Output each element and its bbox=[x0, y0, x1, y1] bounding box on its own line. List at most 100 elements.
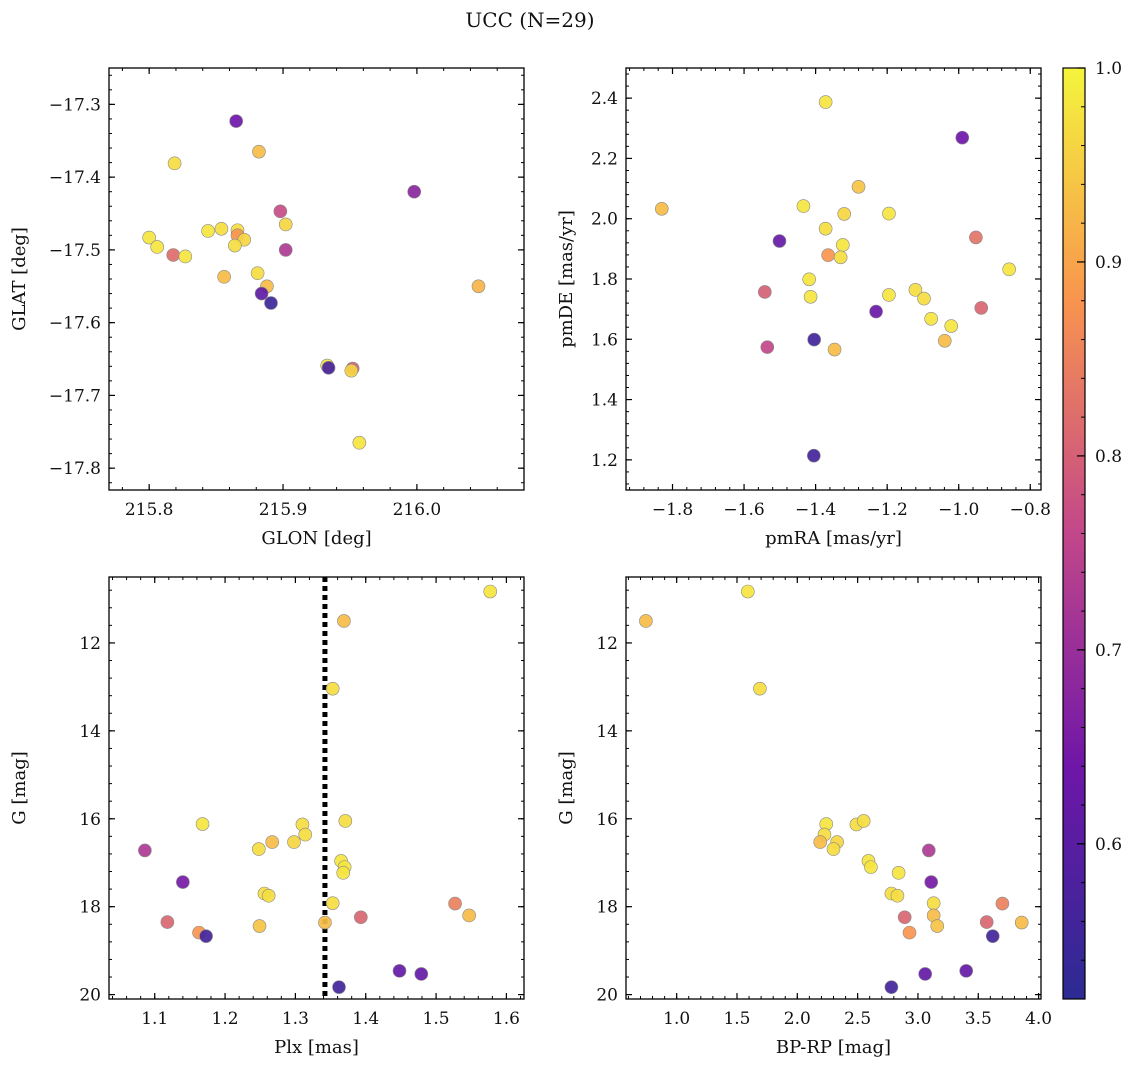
data-point bbox=[851, 179, 866, 194]
data-point bbox=[278, 217, 293, 232]
data-point bbox=[908, 283, 923, 297]
data-point bbox=[448, 896, 462, 911]
data-point bbox=[352, 435, 367, 450]
data-point bbox=[252, 842, 266, 856]
data-point bbox=[414, 967, 429, 981]
data-point bbox=[959, 964, 974, 978]
x-tick-label: −1.6 bbox=[723, 500, 764, 520]
data-point bbox=[332, 980, 346, 994]
data-point bbox=[869, 304, 883, 319]
colorbar-tick-label: 0.6 bbox=[1095, 835, 1122, 855]
x-tick-label: 1.4 bbox=[352, 1009, 379, 1029]
colorbar: 0.6 0.7 0.8 0.9 1.0 bbox=[1062, 59, 1122, 1000]
x-tick-label: 3.5 bbox=[965, 1009, 992, 1029]
y-axis-label: GLAT [deg] bbox=[9, 227, 30, 331]
data-point bbox=[937, 333, 952, 348]
colorbar-tick-label: 0.8 bbox=[1095, 447, 1122, 467]
data-point bbox=[979, 915, 994, 929]
data-point bbox=[278, 243, 293, 257]
data-point bbox=[199, 929, 213, 943]
y-tick-label: 18 bbox=[596, 898, 618, 918]
data-point bbox=[930, 919, 945, 933]
x-tick-label: 215.9 bbox=[259, 500, 308, 520]
data-point bbox=[265, 835, 279, 849]
data-point bbox=[150, 240, 164, 254]
x-tick-label: 3.0 bbox=[904, 1009, 931, 1029]
data-point bbox=[252, 144, 266, 159]
y-tick-label: 12 bbox=[596, 634, 618, 654]
data-point bbox=[813, 835, 828, 849]
data-point bbox=[407, 184, 422, 199]
y-tick-label: −17.5 bbox=[49, 241, 101, 261]
axes-frame bbox=[108, 576, 525, 1000]
data-point bbox=[254, 286, 269, 301]
data-point bbox=[471, 279, 486, 294]
data-point bbox=[228, 238, 242, 253]
y-tick-label: 1.8 bbox=[591, 270, 618, 290]
data-point bbox=[807, 332, 821, 347]
y-tick-label: 1.4 bbox=[591, 391, 618, 411]
x-tick-label: 1.1 bbox=[141, 1009, 168, 1029]
data-point bbox=[229, 114, 243, 128]
data-point bbox=[654, 201, 669, 216]
data-point bbox=[882, 206, 896, 221]
panel-glon-glat: 215.8 215.9 216.0 −17.3 −17.4 −17.5 −17.6 −17.7… bbox=[9, 67, 525, 549]
y-tick-label: −17.3 bbox=[49, 95, 101, 115]
data-point bbox=[1014, 915, 1029, 930]
y-axis-label: pmDE [mas/yr] bbox=[556, 210, 577, 348]
data-point bbox=[884, 980, 899, 994]
data-point bbox=[995, 896, 1010, 911]
data-point bbox=[273, 204, 288, 219]
data-point bbox=[882, 288, 896, 302]
data-point bbox=[753, 681, 767, 696]
y-tick-label: −17.7 bbox=[49, 386, 101, 406]
data-point bbox=[354, 910, 368, 925]
data-point bbox=[890, 888, 905, 903]
data-point bbox=[1002, 262, 1016, 277]
figure-title: UCC (N=29) bbox=[465, 8, 594, 32]
x-tick-label: −1.8 bbox=[652, 500, 693, 520]
x-tick-label: 1.2 bbox=[212, 1009, 239, 1029]
x-tick-label: 2.5 bbox=[844, 1009, 871, 1029]
y-tick-label: −17.6 bbox=[49, 314, 101, 334]
y-tick-label: 2.4 bbox=[591, 89, 618, 109]
data-point bbox=[318, 915, 332, 930]
data-point bbox=[917, 291, 931, 306]
data-point bbox=[321, 360, 336, 375]
x-axis-label: pmRA [mas/yr] bbox=[765, 528, 902, 549]
data-point bbox=[201, 224, 215, 238]
data-point bbox=[261, 888, 276, 903]
data-point bbox=[178, 249, 193, 264]
x-tick-label: −1.2 bbox=[867, 500, 908, 520]
data-point bbox=[924, 311, 938, 326]
data-point bbox=[160, 915, 175, 929]
data-point bbox=[264, 296, 278, 310]
data-point bbox=[833, 250, 848, 265]
data-point bbox=[392, 964, 407, 978]
y-tick-label: 16 bbox=[596, 810, 618, 830]
panel-plx-g: 1.1 1.2 1.3 1.4 1.5 1.6 12 14 16 18 20 Plx [mas] G [… bbox=[9, 576, 525, 1058]
data-point bbox=[483, 584, 498, 599]
x-axis-label: BP-RP [mag] bbox=[776, 1037, 891, 1058]
y-tick-label: 16 bbox=[79, 810, 101, 830]
y-axis-label: G [mag] bbox=[9, 751, 30, 824]
data-point bbox=[974, 301, 989, 315]
y-tick-label: 20 bbox=[79, 986, 101, 1006]
data-point bbox=[252, 919, 267, 933]
data-point bbox=[298, 827, 313, 842]
y-tick-label: −17.8 bbox=[49, 459, 101, 479]
x-tick-label: −1.0 bbox=[938, 500, 979, 520]
data-point bbox=[336, 866, 351, 880]
x-tick-label: 1.6 bbox=[493, 1009, 520, 1029]
panel-bprp-g: 1.0 1.5 2.0 2.5 3.0 3.5 4.0 12 14 16 18 20 BP-RP [ma… bbox=[556, 576, 1052, 1058]
x-tick-label: 2.0 bbox=[784, 1009, 811, 1029]
data-point bbox=[741, 584, 755, 599]
data-point bbox=[969, 230, 983, 245]
data-point bbox=[142, 230, 156, 245]
data-point bbox=[944, 319, 959, 333]
data-point bbox=[955, 130, 970, 145]
colorbar-tick-label: 0.7 bbox=[1095, 641, 1122, 661]
data-point bbox=[918, 967, 932, 981]
y-tick-label: 1.2 bbox=[591, 451, 618, 471]
data-point bbox=[338, 814, 353, 828]
